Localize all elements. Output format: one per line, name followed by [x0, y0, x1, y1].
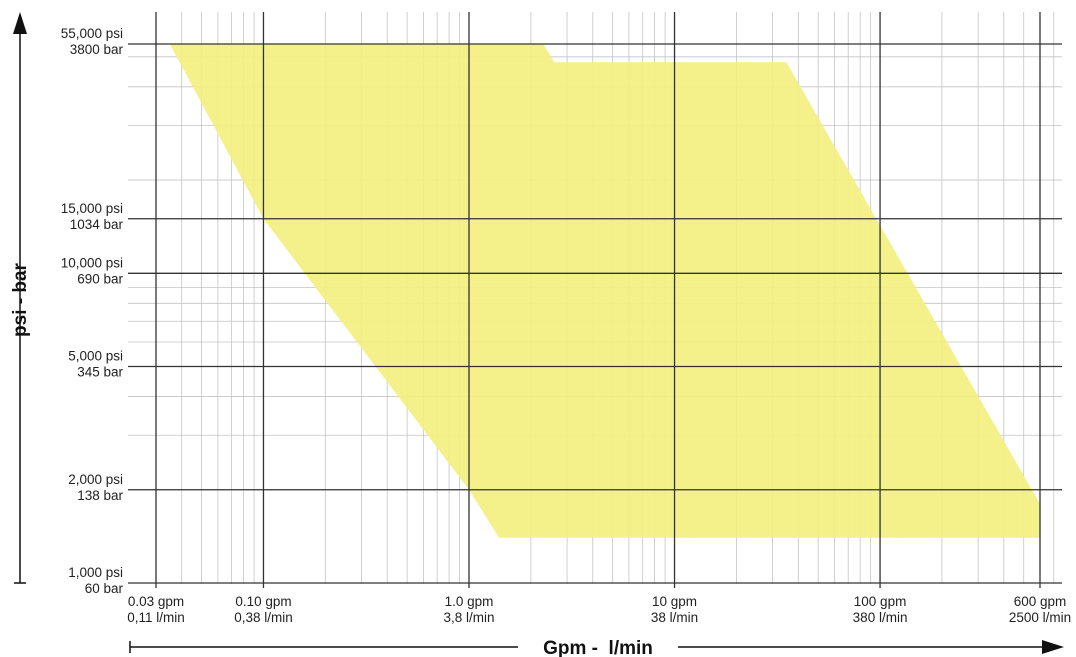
x-tick-label-secondary: 0,11 l/min [127, 610, 185, 625]
major-grid [128, 12, 1062, 588]
x-tick-label-secondary: 380 l/min [853, 610, 908, 625]
x-tick-label: 100 gpm [854, 594, 907, 609]
y-tick-label: 2,000 psi [68, 472, 123, 487]
y-axis-title: psi - bar [10, 262, 31, 337]
y-tick-label-secondary: 60 bar [85, 581, 124, 596]
x-tick-label: 600 gpm [1014, 594, 1067, 609]
y-tick-label-secondary: 138 bar [77, 488, 123, 503]
x-tick-label: 0.03 gpm [128, 594, 184, 609]
x-tick-label: 0.10 gpm [235, 594, 291, 609]
x-axis-title-bg [518, 636, 678, 657]
x-axis-title: Gpm - l/min [543, 638, 653, 657]
x-tick-label-secondary: 38 l/min [651, 610, 698, 625]
y-tick-label: 55,000 psi [61, 26, 123, 41]
y-tick-label: 1,000 psi [68, 565, 123, 580]
x-tick-label-secondary: 2500 l/min [1009, 610, 1071, 625]
y-tick-label-secondary: 1034 bar [70, 217, 124, 232]
x-tick-label-secondary: 0,38 l/min [234, 610, 293, 625]
x-tick-label: 10 gpm [652, 594, 697, 609]
y-tick-label-secondary: 345 bar [77, 365, 123, 380]
y-tick-label: 10,000 psi [61, 255, 123, 270]
y-tick-label-secondary: 3800 bar [70, 42, 124, 57]
y-tick-label-secondary: 690 bar [77, 271, 123, 286]
y-tick-label: 5,000 psi [68, 349, 123, 364]
y-tick-label: 15,000 psi [61, 201, 123, 216]
x-tick-label-secondary: 3,8 l/min [443, 610, 494, 625]
y-axis-arrow [13, 12, 27, 584]
x-tick-label: 1.0 gpm [445, 594, 494, 609]
operating-range-area [169, 44, 1041, 538]
